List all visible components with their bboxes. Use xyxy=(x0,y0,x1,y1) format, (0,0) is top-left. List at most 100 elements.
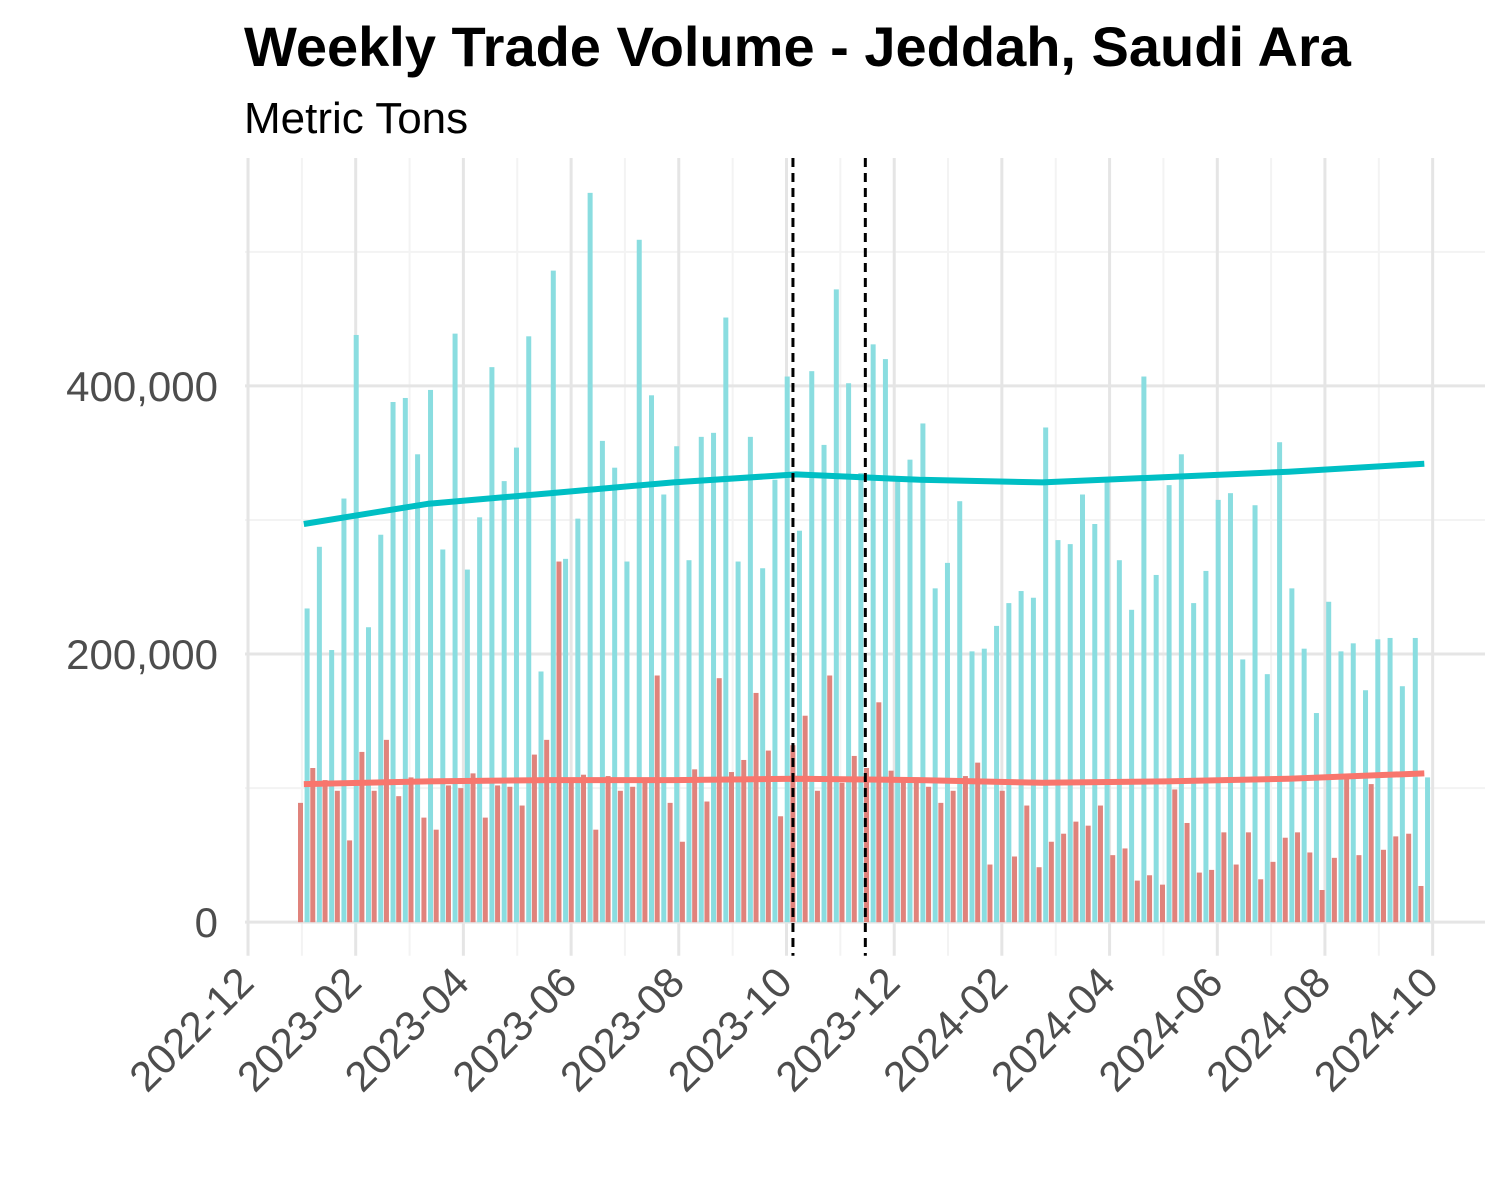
bar xyxy=(649,395,655,923)
bar xyxy=(1338,651,1344,923)
bar xyxy=(735,561,741,923)
bar xyxy=(334,790,340,923)
bar xyxy=(1141,376,1147,923)
bar xyxy=(821,444,827,923)
bar xyxy=(642,782,648,923)
bar xyxy=(674,446,680,923)
bar xyxy=(876,702,882,923)
bar xyxy=(833,289,839,923)
bar xyxy=(1024,805,1030,923)
bar xyxy=(341,498,347,923)
bar xyxy=(1191,603,1197,923)
bar xyxy=(396,796,402,923)
bar xyxy=(1129,609,1135,923)
bar xyxy=(654,675,660,923)
bar xyxy=(784,376,790,923)
bar xyxy=(1350,643,1356,923)
bar xyxy=(298,802,304,923)
bar xyxy=(440,549,446,923)
bar xyxy=(1258,879,1264,923)
bar xyxy=(359,751,365,923)
bar xyxy=(550,270,556,923)
bar xyxy=(1092,524,1098,923)
bar xyxy=(667,802,673,923)
bar xyxy=(1375,639,1381,923)
bar xyxy=(1252,505,1258,923)
bar xyxy=(624,561,630,923)
bar xyxy=(605,776,611,923)
bar xyxy=(599,440,605,923)
bar xyxy=(1425,777,1431,923)
bar xyxy=(1344,777,1350,923)
bar xyxy=(741,759,747,923)
bar xyxy=(1147,875,1153,923)
bar xyxy=(1227,493,1233,923)
bar xyxy=(428,389,434,923)
bar xyxy=(962,776,968,923)
bar xyxy=(870,344,876,923)
bar xyxy=(698,436,704,923)
bar xyxy=(458,788,464,923)
bar xyxy=(383,739,389,923)
bar xyxy=(612,467,618,923)
bar xyxy=(304,608,310,923)
bar xyxy=(938,802,944,923)
bar xyxy=(617,790,623,923)
bar xyxy=(482,817,488,923)
bar xyxy=(907,459,913,923)
bar xyxy=(882,359,888,923)
bar xyxy=(1153,574,1159,923)
bar xyxy=(1387,637,1393,923)
bar xyxy=(1363,690,1369,923)
bar xyxy=(1301,648,1307,923)
bar xyxy=(415,454,421,923)
bar xyxy=(1030,597,1036,923)
bar xyxy=(926,786,932,923)
bar xyxy=(704,801,710,923)
bar xyxy=(1289,588,1295,923)
bar xyxy=(851,755,857,923)
y-tick-label: 200,000 xyxy=(66,631,218,678)
bar xyxy=(316,546,322,923)
bar xyxy=(692,769,698,923)
bar xyxy=(827,675,833,923)
bar xyxy=(421,817,427,923)
bar xyxy=(716,678,722,923)
bar xyxy=(575,518,581,923)
bar xyxy=(1221,832,1227,923)
bar xyxy=(1097,805,1103,923)
bar xyxy=(464,569,470,923)
bar xyxy=(1018,591,1024,923)
bar xyxy=(513,447,519,923)
marks xyxy=(298,158,1431,956)
bar xyxy=(544,739,550,923)
bar xyxy=(1270,861,1276,923)
bar xyxy=(1067,544,1073,923)
bar xyxy=(1412,637,1418,923)
bar xyxy=(950,790,956,923)
bar xyxy=(310,768,316,923)
bar xyxy=(1006,603,1012,923)
bar xyxy=(402,397,408,923)
bar xyxy=(1368,784,1374,923)
bar xyxy=(888,770,894,923)
bar xyxy=(489,367,495,923)
bar xyxy=(920,423,926,923)
bar xyxy=(501,481,507,923)
bar xyxy=(1085,825,1091,923)
bar xyxy=(679,841,685,923)
bar xyxy=(1240,659,1246,923)
bar xyxy=(593,829,599,923)
chart-subtitle: Metric Tons xyxy=(244,94,468,143)
bar xyxy=(1319,890,1325,923)
bar xyxy=(728,772,734,923)
bar xyxy=(470,773,476,923)
bar xyxy=(1178,454,1184,923)
bar xyxy=(1184,822,1190,923)
bar xyxy=(1307,852,1313,923)
bar xyxy=(433,829,439,923)
bar xyxy=(581,774,587,923)
bar xyxy=(568,780,574,923)
bar xyxy=(753,692,759,923)
bar xyxy=(814,790,820,923)
